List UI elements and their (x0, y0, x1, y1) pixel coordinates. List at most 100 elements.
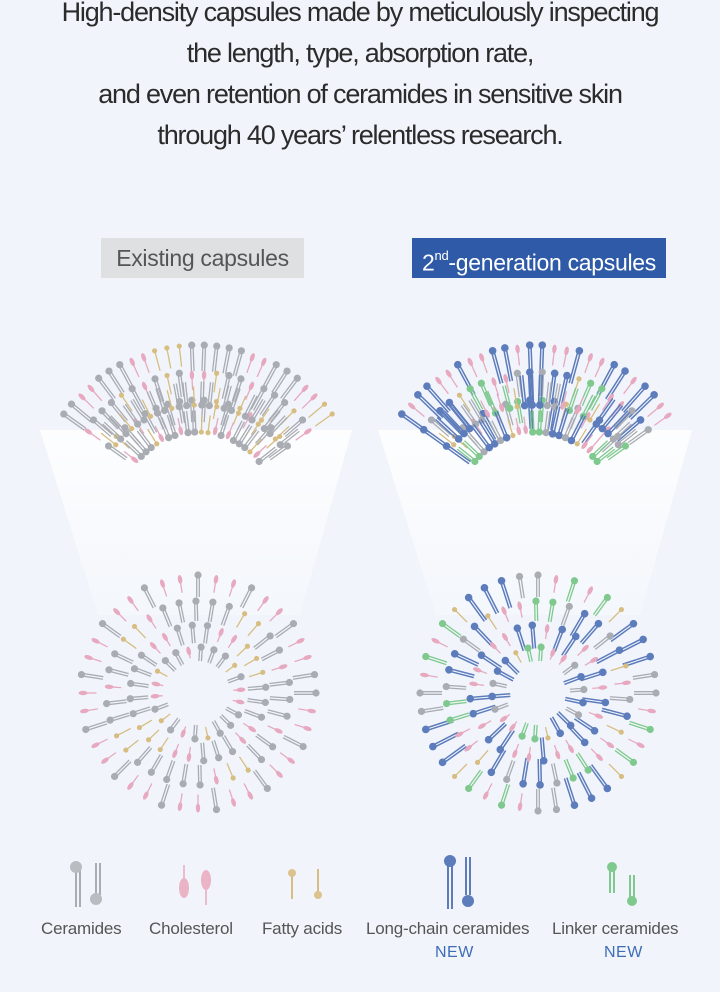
link-molecule (565, 577, 579, 603)
cer-molecule (172, 649, 185, 666)
link-molecule (537, 643, 545, 662)
fat-molecule (164, 372, 172, 395)
fat-molecule (438, 432, 457, 448)
chol-molecule (228, 579, 237, 597)
cer-molecule (105, 666, 129, 677)
cer-molecule (137, 651, 158, 667)
chol-molecule (584, 656, 599, 666)
cer-molecule (147, 754, 164, 776)
link-molecule (547, 598, 557, 623)
cer-molecule (182, 382, 191, 410)
long-molecule (579, 619, 603, 645)
long-molecule (441, 410, 468, 438)
chol-molecule (517, 793, 523, 812)
fat-molecule (451, 606, 468, 623)
fat-molecule (308, 401, 328, 418)
cer-molecule (271, 367, 291, 395)
chol-molecule (480, 400, 491, 418)
fat-molecule (248, 669, 266, 678)
cer-molecule (609, 421, 632, 443)
cer-molecule (129, 706, 151, 718)
second-gen-capsule-fan-detail (397, 341, 672, 466)
chol-molecule (560, 391, 568, 410)
cer-molecule (417, 706, 444, 716)
chol-molecule (551, 344, 557, 366)
cer-molecule (292, 670, 319, 680)
cer-molecule (551, 787, 561, 814)
fat-molecule (235, 611, 248, 628)
cholesterol-icon (179, 865, 211, 905)
long-molecule (494, 410, 511, 442)
chol-molecule (515, 344, 521, 366)
fat-molecule (606, 724, 624, 735)
legend-label-cholesterol: Cholesterol (149, 919, 233, 938)
long-molecule (573, 716, 599, 735)
long-molecule (598, 403, 624, 433)
cer-molecule (632, 670, 659, 680)
cer-molecule (108, 415, 130, 438)
link-molecule (477, 379, 493, 407)
cer-molecule (188, 341, 196, 372)
link-molecule (589, 440, 610, 461)
cer-molecule (503, 760, 516, 784)
long-molecule (513, 624, 527, 652)
link-molecule (628, 720, 654, 734)
chol-molecule (246, 353, 255, 374)
legend-long-chain-icon-wrap (430, 855, 480, 911)
chol-molecule (243, 783, 254, 800)
cer-molecule (166, 717, 181, 734)
long-molecule (561, 632, 580, 658)
zoom-beam-existing (40, 430, 352, 615)
fat-molecule (235, 395, 247, 416)
link-molecule (438, 620, 462, 639)
link-molecule (575, 752, 592, 774)
cer-molecule (191, 410, 199, 436)
cer-molecule (231, 375, 245, 403)
cer-molecule (102, 421, 125, 443)
link-molecule (531, 724, 539, 743)
cer-molecule (173, 383, 183, 411)
chol-molecule (228, 789, 237, 807)
cer-molecule (613, 407, 636, 430)
cer-molecule (468, 434, 488, 456)
link-molecule (514, 397, 524, 424)
chol-molecule (233, 687, 246, 692)
cer-molecule (282, 734, 307, 751)
chol-molecule (301, 393, 318, 409)
cer-molecule (542, 410, 551, 437)
existing-capsules-tag: Existing capsules (101, 238, 304, 278)
chol-molecule (123, 450, 139, 463)
chol-molecule (455, 728, 471, 738)
cer-molecule (627, 426, 652, 446)
cer-molecule (252, 769, 271, 793)
cer-molecule (175, 369, 185, 398)
chol-molecule (628, 738, 645, 749)
chol-molecule (186, 646, 192, 659)
cer-molecule (215, 652, 230, 669)
fat-molecule (474, 749, 489, 765)
cer-molecule (232, 347, 245, 377)
chol-molecule (553, 744, 561, 760)
chol-molecule (91, 738, 108, 749)
headline-line-3: and even retention of ceramides in sensi… (98, 79, 623, 109)
chol-molecule (590, 748, 603, 762)
fat-molecule (152, 348, 161, 372)
fat-molecule (119, 413, 135, 432)
chol-molecule (146, 614, 157, 629)
cer-molecule (229, 420, 245, 445)
chol-molecule (141, 353, 150, 374)
cer-molecule (192, 597, 200, 622)
long-molecule (563, 777, 579, 810)
fat-molecule (507, 418, 516, 439)
cer-molecule (175, 599, 186, 623)
cer-molecule (157, 783, 171, 809)
cer-molecule (106, 712, 130, 724)
long-molecule (568, 347, 584, 384)
cer-molecule (166, 414, 179, 440)
chol-molecule (227, 635, 238, 649)
fat-molecule (247, 438, 262, 455)
cer-molecule (211, 342, 221, 373)
fat-molecule (314, 411, 335, 427)
fat-molecule (451, 763, 468, 780)
chol-molecule (172, 743, 180, 759)
